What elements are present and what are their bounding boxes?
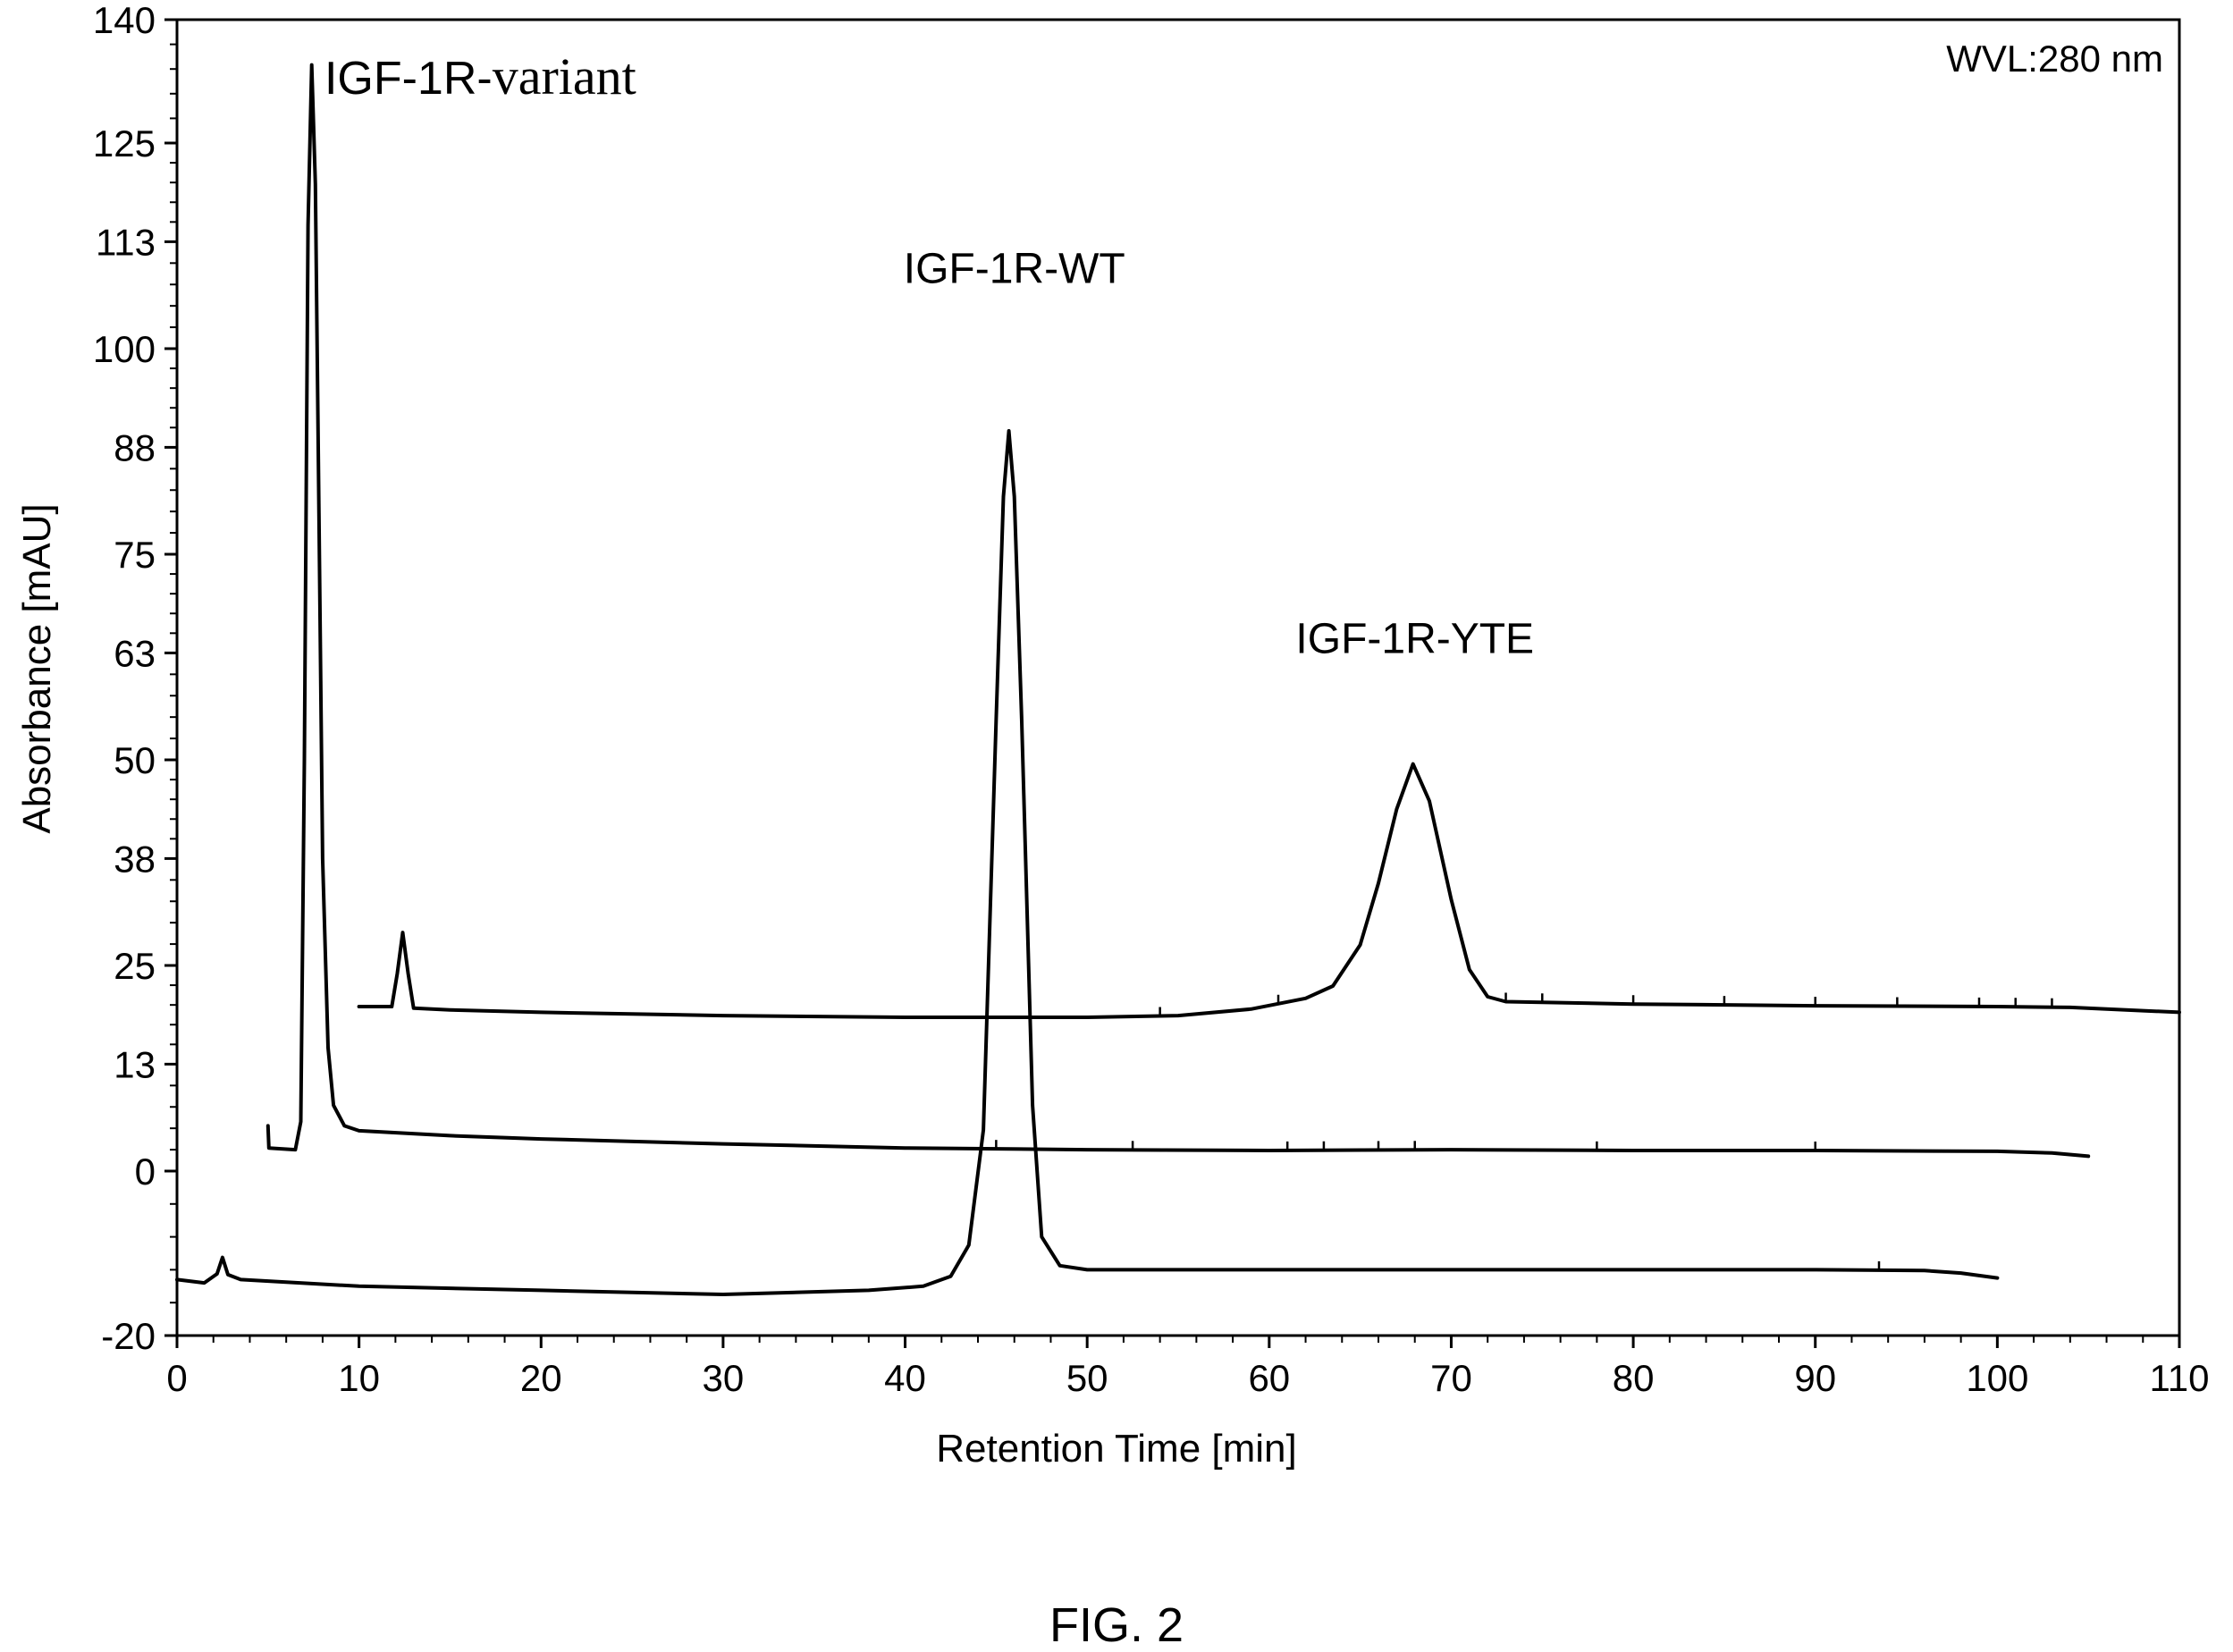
x-tick-label: 50 bbox=[1066, 1357, 1108, 1399]
y-tick-label: 50 bbox=[114, 739, 156, 781]
y-axis-title: Absorbance [mAU] bbox=[15, 503, 59, 833]
y-tick-label: 63 bbox=[114, 632, 156, 674]
x-tick-label: 30 bbox=[703, 1357, 745, 1399]
x-tick-label: 60 bbox=[1248, 1357, 1290, 1399]
x-tick-label: 0 bbox=[166, 1357, 187, 1399]
x-tick-label: 110 bbox=[2150, 1357, 2210, 1399]
x-tick-label: 100 bbox=[1966, 1357, 2028, 1399]
y-tick-label: 88 bbox=[114, 426, 156, 468]
series-line-igf-1r-wt bbox=[175, 429, 2000, 1296]
series-label-igf-1r-wt: IGF-1R-WT bbox=[904, 245, 1125, 292]
y-tick-label: 140 bbox=[93, 0, 156, 41]
y-tick-label: -20 bbox=[101, 1315, 156, 1357]
y-tick-label: 38 bbox=[114, 838, 156, 880]
figure-caption: FIG. 2 bbox=[1049, 1598, 1184, 1652]
series-line-igf-1r-variant bbox=[265, 63, 2091, 1159]
series-label-igf-1r-variant: IGF-1R-variant bbox=[324, 47, 636, 105]
series-line-igf-1r-yte bbox=[357, 762, 2181, 1019]
x-tick-label: 20 bbox=[520, 1357, 562, 1399]
x-tick-label: 40 bbox=[884, 1357, 926, 1399]
x-tick-label: 90 bbox=[1794, 1357, 1836, 1399]
plot-frame bbox=[175, 18, 2181, 1337]
wavelength-annotation: WVL:280 nm bbox=[1946, 38, 2163, 80]
y-tick-label: 0 bbox=[135, 1150, 156, 1193]
series-label-igf-1r-yte: IGF-1R-YTE bbox=[1295, 615, 1534, 662]
x-tick-label: 10 bbox=[338, 1357, 380, 1399]
y-tick-label: 113 bbox=[96, 221, 156, 263]
y-tick-label: 100 bbox=[93, 328, 156, 370]
y-tick-label: 75 bbox=[114, 534, 156, 576]
x-axis-title: Retention Time [min] bbox=[936, 1427, 1297, 1471]
y-tick-label: 13 bbox=[114, 1043, 156, 1085]
x-tick-label: 80 bbox=[1613, 1357, 1655, 1399]
y-tick-label: 25 bbox=[114, 945, 156, 987]
x-tick-label: 70 bbox=[1430, 1357, 1472, 1399]
y-tick-label: 125 bbox=[93, 122, 156, 164]
